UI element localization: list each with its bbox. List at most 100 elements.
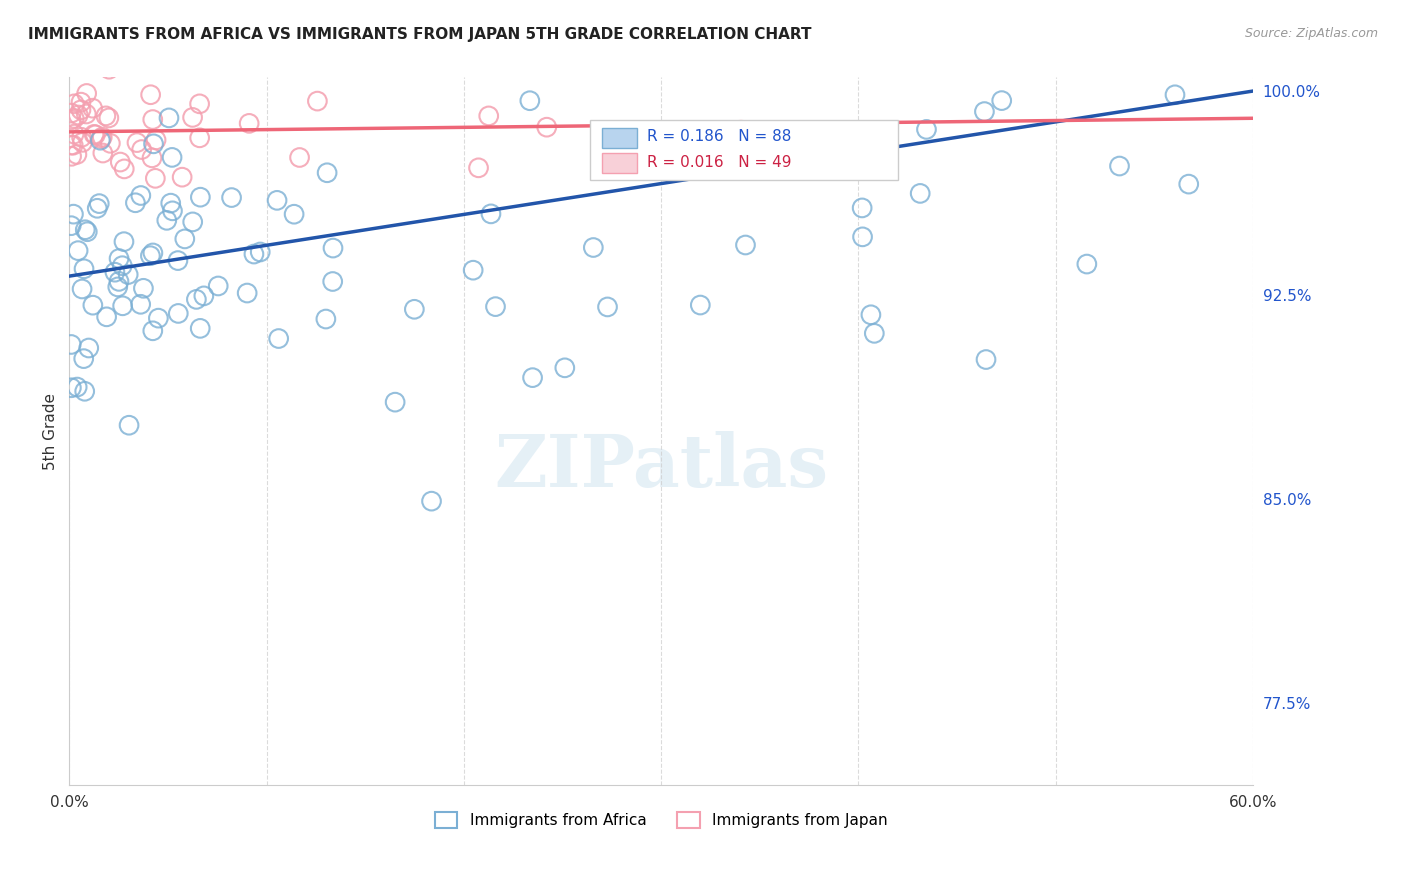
Text: IMMIGRANTS FROM AFRICA VS IMMIGRANTS FROM JAPAN 5TH GRADE CORRELATION CHART: IMMIGRANTS FROM AFRICA VS IMMIGRANTS FRO… bbox=[28, 27, 811, 42]
Point bbox=[1076, 257, 1098, 271]
Point bbox=[142, 246, 165, 260]
Point bbox=[479, 207, 502, 221]
Point bbox=[129, 188, 152, 202]
Point bbox=[181, 215, 204, 229]
Point bbox=[117, 268, 139, 282]
Point bbox=[478, 109, 501, 123]
Point bbox=[181, 111, 204, 125]
Point bbox=[83, 128, 105, 142]
Point bbox=[98, 62, 121, 77]
Y-axis label: 5th Grade: 5th Grade bbox=[44, 392, 58, 470]
Point bbox=[89, 196, 111, 211]
Point bbox=[188, 131, 211, 145]
Point bbox=[160, 150, 183, 164]
Point bbox=[62, 207, 84, 221]
Point bbox=[157, 111, 180, 125]
Point bbox=[66, 380, 89, 394]
Point bbox=[990, 94, 1012, 108]
Point bbox=[734, 238, 756, 252]
Point bbox=[322, 275, 344, 289]
Point bbox=[76, 87, 98, 101]
Point bbox=[60, 381, 83, 395]
Point bbox=[112, 161, 135, 176]
Point bbox=[188, 96, 211, 111]
Point bbox=[94, 109, 117, 123]
Point bbox=[173, 232, 195, 246]
Point bbox=[186, 293, 208, 307]
Point bbox=[77, 341, 100, 355]
Point bbox=[143, 171, 166, 186]
Point bbox=[315, 312, 337, 326]
Point bbox=[404, 302, 426, 317]
Point bbox=[76, 225, 98, 239]
Point bbox=[582, 240, 605, 254]
Point bbox=[651, 130, 673, 145]
Point bbox=[82, 101, 104, 115]
Point bbox=[96, 310, 118, 324]
Point bbox=[142, 136, 165, 151]
Point bbox=[519, 94, 541, 108]
Point bbox=[863, 326, 886, 341]
Point bbox=[162, 203, 184, 218]
Point bbox=[82, 298, 104, 312]
Point bbox=[1108, 159, 1130, 173]
Point bbox=[139, 87, 162, 102]
Point bbox=[596, 300, 619, 314]
Point bbox=[730, 123, 752, 137]
Point bbox=[641, 157, 664, 171]
Text: R = 0.186   N = 88: R = 0.186 N = 88 bbox=[647, 128, 792, 144]
Point bbox=[148, 311, 170, 326]
Point bbox=[420, 494, 443, 508]
Point bbox=[689, 298, 711, 312]
Point bbox=[60, 112, 83, 127]
Point bbox=[238, 116, 260, 130]
Point bbox=[316, 166, 339, 180]
Point bbox=[63, 112, 86, 126]
Point bbox=[75, 107, 97, 121]
Point bbox=[129, 297, 152, 311]
Point bbox=[630, 149, 652, 163]
Point bbox=[973, 104, 995, 119]
Point bbox=[190, 190, 212, 204]
Point bbox=[554, 360, 576, 375]
Point bbox=[288, 151, 311, 165]
Point bbox=[67, 244, 90, 258]
Point bbox=[60, 337, 83, 351]
Legend: Immigrants from Africa, Immigrants from Japan: Immigrants from Africa, Immigrants from … bbox=[429, 805, 894, 834]
Point bbox=[63, 127, 86, 141]
Point bbox=[60, 149, 83, 163]
Text: R = 0.016   N = 49: R = 0.016 N = 49 bbox=[647, 155, 792, 169]
Text: ZIPatlas: ZIPatlas bbox=[494, 431, 828, 502]
Point bbox=[60, 138, 83, 153]
Point bbox=[90, 131, 112, 145]
Point bbox=[172, 170, 194, 185]
Point bbox=[145, 133, 167, 147]
Point bbox=[188, 321, 211, 335]
Point bbox=[91, 146, 114, 161]
Point bbox=[207, 279, 229, 293]
Point bbox=[70, 282, 93, 296]
Point bbox=[91, 130, 114, 145]
Text: Source: ZipAtlas.com: Source: ZipAtlas.com bbox=[1244, 27, 1378, 40]
Point bbox=[1164, 87, 1187, 102]
Point bbox=[139, 249, 162, 263]
FancyBboxPatch shape bbox=[591, 120, 898, 180]
Point bbox=[536, 120, 558, 135]
Point bbox=[108, 252, 131, 266]
FancyBboxPatch shape bbox=[602, 153, 637, 173]
Point bbox=[70, 130, 93, 145]
Point bbox=[60, 106, 83, 120]
Point bbox=[650, 791, 672, 805]
Point bbox=[167, 253, 190, 268]
Point bbox=[84, 128, 107, 142]
Point bbox=[236, 286, 259, 301]
Point bbox=[522, 370, 544, 384]
Point bbox=[62, 138, 84, 153]
Point bbox=[131, 143, 153, 157]
Point bbox=[1177, 177, 1199, 191]
Point bbox=[243, 247, 266, 261]
Point bbox=[384, 395, 406, 409]
Point bbox=[125, 136, 148, 150]
Point bbox=[60, 219, 83, 233]
Point bbox=[167, 306, 190, 320]
